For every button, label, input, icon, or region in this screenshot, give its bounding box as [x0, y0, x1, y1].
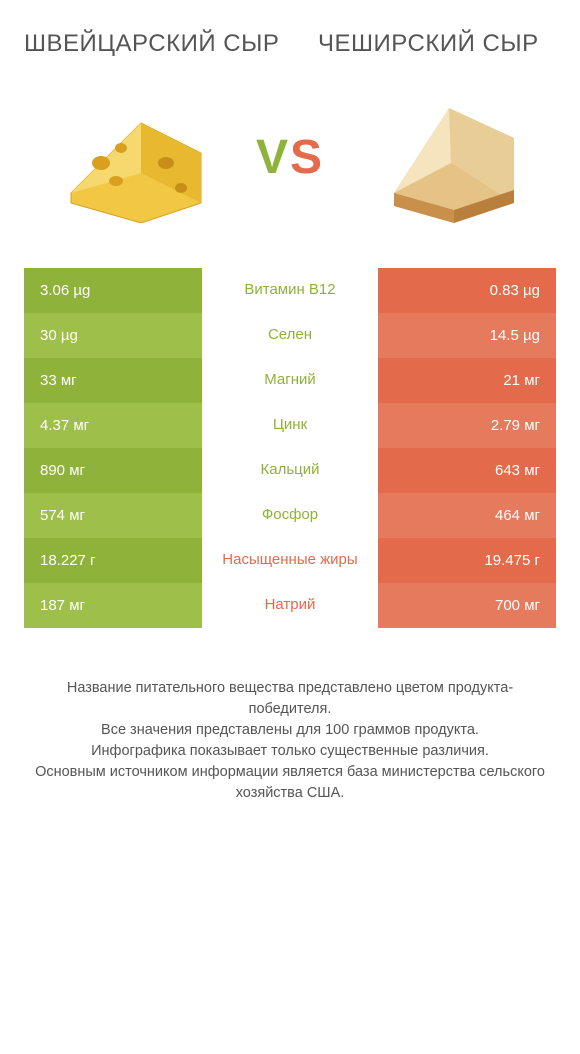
- left-value: 890 мг: [24, 448, 202, 493]
- images-row: VS: [24, 88, 556, 228]
- left-product-image: [34, 93, 229, 223]
- right-product-image: [351, 88, 546, 228]
- left-value: 18.227 г: [24, 538, 202, 583]
- right-value: 0.83 µg: [378, 268, 556, 313]
- left-value: 187 мг: [24, 583, 202, 628]
- left-value: 3.06 µg: [24, 268, 202, 313]
- table-row: 18.227 гНасыщенные жиры19.475 г: [24, 538, 556, 583]
- right-value: 21 мг: [378, 358, 556, 403]
- footer-line: Основным источником информации является …: [32, 762, 548, 804]
- right-value: 19.475 г: [378, 538, 556, 583]
- nutrient-label: Насыщенные жиры: [202, 538, 378, 583]
- table-row: 30 µgСелен14.5 µg: [24, 313, 556, 358]
- left-value: 33 мг: [24, 358, 202, 403]
- footer-line: Название питательного вещества представл…: [32, 678, 548, 720]
- nutrient-label: Кальций: [202, 448, 378, 493]
- table-row: 187 мгНатрий700 мг: [24, 583, 556, 628]
- vs-s: S: [290, 131, 324, 184]
- table-row: 574 мгФосфор464 мг: [24, 493, 556, 538]
- table-row: 4.37 мгЦинк2.79 мг: [24, 403, 556, 448]
- left-product-title: ШВЕЙЦАРСКИЙ СЫР: [24, 30, 279, 58]
- vs-label: VS: [256, 130, 324, 185]
- table-row: 33 мгМагний21 мг: [24, 358, 556, 403]
- footer-notes: Название питательного вещества представл…: [24, 678, 556, 804]
- nutrient-table: 3.06 µgВитамин B120.83 µg30 µgСелен14.5 …: [24, 268, 556, 628]
- footer-line: Все значения представлены для 100 граммо…: [32, 720, 548, 741]
- vs-v: V: [256, 131, 290, 184]
- nutrient-label: Витамин B12: [202, 268, 378, 313]
- left-value: 4.37 мг: [24, 403, 202, 448]
- nutrient-label: Натрий: [202, 583, 378, 628]
- nutrient-label: Фосфор: [202, 493, 378, 538]
- footer-line: Инфографика показывает только существенн…: [32, 741, 548, 762]
- table-row: 3.06 µgВитамин B120.83 µg: [24, 268, 556, 313]
- left-value: 30 µg: [24, 313, 202, 358]
- table-row: 890 мгКальций643 мг: [24, 448, 556, 493]
- right-value: 2.79 мг: [378, 403, 556, 448]
- nutrient-label: Цинк: [202, 403, 378, 448]
- right-value: 643 мг: [378, 448, 556, 493]
- right-value: 700 мг: [378, 583, 556, 628]
- right-value: 464 мг: [378, 493, 556, 538]
- right-product-title: ЧЕШИРСКИЙ СЫР: [301, 30, 556, 58]
- left-value: 574 мг: [24, 493, 202, 538]
- nutrient-label: Магний: [202, 358, 378, 403]
- right-value: 14.5 µg: [378, 313, 556, 358]
- nutrient-label: Селен: [202, 313, 378, 358]
